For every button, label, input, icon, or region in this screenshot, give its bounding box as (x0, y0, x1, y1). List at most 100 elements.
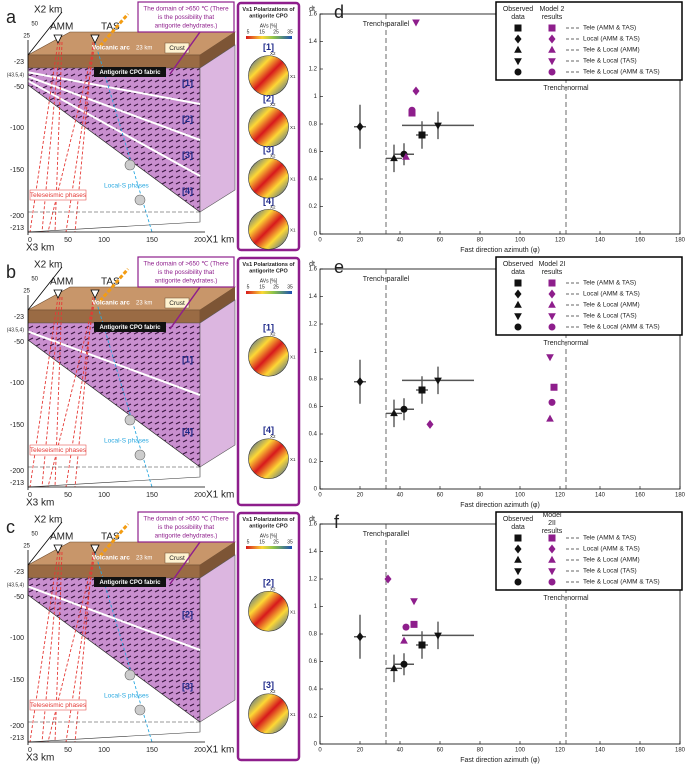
x3-axis-label: X3 km (26, 753, 54, 764)
stereonet (248, 335, 289, 377)
block-label: [4] (182, 186, 193, 196)
reference-label: Trench-normal (543, 340, 589, 347)
station (90, 289, 100, 299)
crust-depth-label: 23 km (136, 46, 152, 52)
legend-label: Tele (AMM & TAS) (583, 25, 636, 32)
y-tick-label: 1 (314, 349, 318, 355)
stereonet-axis: X1 (290, 457, 296, 462)
block-label: [2] (182, 114, 193, 124)
depth-tick-label: -200 (10, 723, 24, 730)
point (402, 152, 410, 160)
stereonet (248, 693, 289, 735)
x-tick-label: 0 (318, 748, 322, 754)
y-tick-label: 1.6 (309, 12, 318, 18)
y-tick-label: 0.6 (309, 149, 318, 155)
legend-header: Model 2II results (542, 512, 563, 535)
x-tick-label: 160 (635, 493, 646, 499)
x1-tick-label: 150 (146, 492, 158, 499)
annotation-arrow (169, 541, 201, 585)
teleseismic-box (29, 189, 87, 201)
legend-box (495, 1, 683, 81)
block-boundary (27, 585, 201, 651)
color-bar (246, 36, 292, 39)
x1-tick-label: 50 (64, 237, 72, 244)
station (53, 544, 63, 554)
teleseismic-ray (54, 551, 63, 743)
legend-label: Tele (AMM & TAS) (583, 280, 636, 287)
stereonet-label: [2] (263, 93, 274, 103)
point (434, 122, 442, 130)
legend-marker (514, 34, 522, 44)
stereonet-axis: X1 (290, 176, 296, 181)
crust-label: Crust (169, 555, 185, 562)
polarization-title: Vs1 Polarizations of antigorite CPO (242, 517, 294, 530)
point (434, 632, 442, 640)
y-axis-label: dt (309, 6, 315, 13)
scale-tick-label: 5 (247, 284, 250, 290)
point (356, 377, 364, 387)
x-axis-label: Fast direction azimuth (φ) (460, 247, 540, 254)
x-tick-label: 20 (357, 238, 364, 244)
station-label: TAS (101, 277, 120, 288)
x2-axis (27, 266, 63, 311)
y-tick-label: 1.6 (309, 522, 318, 528)
x2-tick-label: 25 (23, 289, 30, 295)
x-tick-label: 60 (437, 238, 444, 244)
legend-marker (548, 24, 556, 32)
y-tick-label: 0.8 (309, 377, 318, 383)
y-tick-label: 0.2 (309, 459, 318, 465)
depth-tick-label: -200 (10, 213, 24, 220)
stereonet-label: [3] (263, 145, 274, 155)
stereonet-axis: X1 (290, 712, 296, 717)
annotation: The domain of >650 ℃ (There is the possib… (143, 5, 229, 29)
y-tick-label: 1 (314, 94, 318, 100)
teleseismic-ray (74, 41, 94, 233)
scale-tick-label: 5 (247, 29, 250, 35)
y-tick-label: 0.2 (309, 714, 318, 720)
block-label: [3] (182, 682, 193, 692)
y-tick-label: 1.2 (309, 322, 318, 328)
color-bar (246, 546, 292, 549)
point (408, 106, 416, 114)
legend-marker (514, 24, 522, 32)
station (90, 544, 100, 554)
legend-marker (514, 568, 522, 576)
reference-label: Trench-normal (543, 85, 589, 92)
hypocenter (124, 669, 136, 681)
legend-label: Local (AMM & TAS) (583, 291, 640, 298)
stereonet-label: [4] (263, 425, 274, 435)
x2-tick-label: 50 (31, 532, 38, 538)
teleseismic-ray (29, 41, 59, 233)
x2-axis (27, 521, 63, 566)
depth-tick-label: -23 (14, 59, 24, 66)
x1-tick-label: 0 (28, 237, 32, 244)
stereonet-label: [2] (263, 578, 274, 588)
station-label: AMM (50, 532, 73, 543)
block-label: [4] (182, 427, 193, 437)
legend-marker (514, 45, 522, 53)
panel-label: c (6, 517, 15, 537)
panel-label: f (334, 512, 340, 532)
depth-tick-label: -50 (14, 84, 24, 91)
hypocenter (134, 194, 146, 206)
x1-tick-label: 0 (28, 747, 32, 754)
x1-tick-label: 50 (64, 492, 72, 499)
x-tick-label: 80 (477, 748, 484, 754)
point (434, 377, 442, 385)
point (546, 354, 554, 362)
legend-marker (548, 313, 556, 321)
legend-marker (548, 34, 556, 44)
x3-axis-label: X3 km (26, 243, 54, 254)
fabric-box (94, 322, 166, 332)
stereonet-axis: X2 (270, 51, 276, 56)
x2-tick-label: 25 (23, 34, 30, 40)
legend-label: Tele & Local (AMM) (583, 557, 640, 564)
x1-axis-label: X1 km (206, 490, 234, 501)
legend-header: Observed data (503, 261, 533, 276)
legend-marker (548, 45, 556, 53)
x-tick-label: 140 (595, 748, 606, 754)
station-label: TAS (101, 532, 120, 543)
depth-tick-label: (43.5,4) (7, 72, 25, 78)
point (550, 383, 558, 391)
station-label: AMM (50, 22, 73, 33)
